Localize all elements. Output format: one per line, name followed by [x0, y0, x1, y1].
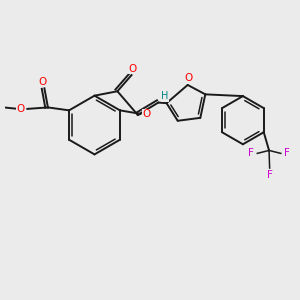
Text: O: O [39, 77, 47, 87]
Text: O: O [184, 74, 192, 83]
Text: F: F [267, 169, 273, 179]
Text: methyl: methyl [0, 106, 4, 107]
Text: H: H [161, 91, 169, 101]
Text: O: O [17, 104, 25, 114]
Text: O: O [143, 110, 151, 119]
Text: O: O [129, 64, 137, 74]
Text: F: F [284, 148, 290, 158]
Text: F: F [248, 148, 254, 158]
